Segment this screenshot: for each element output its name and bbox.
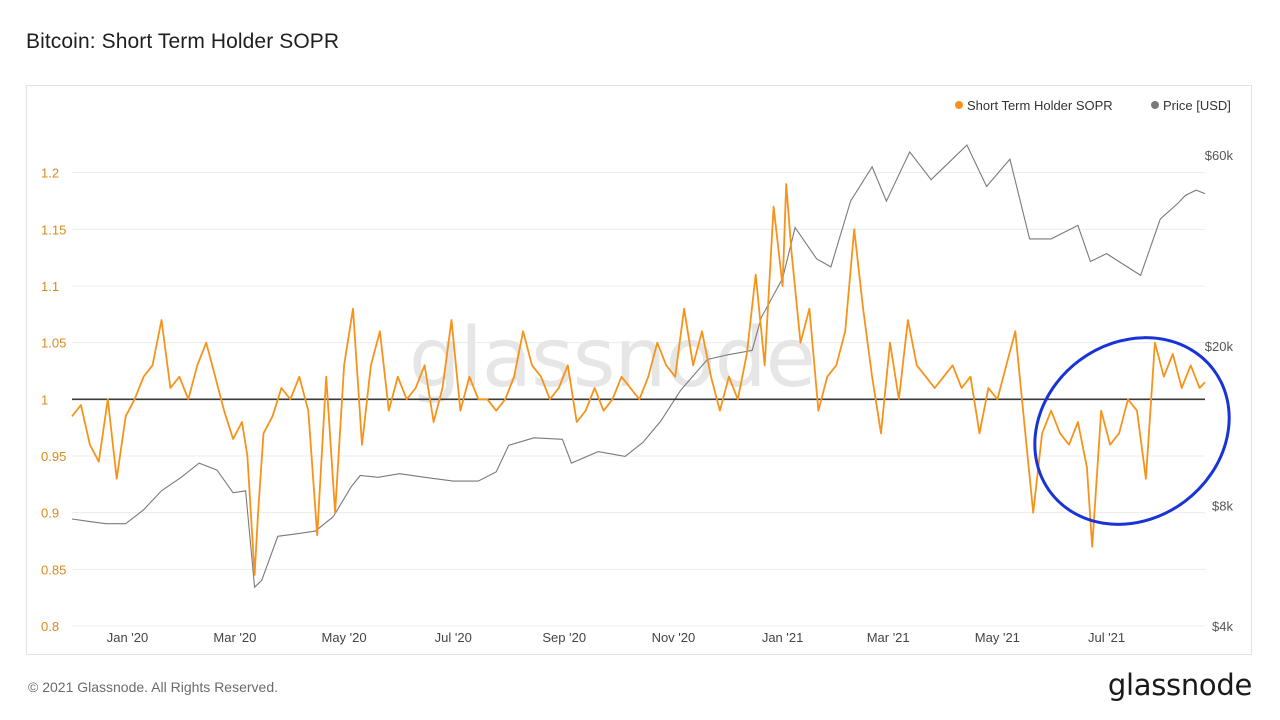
x-tick-label: Nov '20 <box>652 630 696 645</box>
y-right-tick-label: $20k <box>1205 339 1234 354</box>
y-left-tick-label: 0.95 <box>41 449 66 464</box>
y-left-tick-label: 1 <box>41 392 48 407</box>
y-left-tick-label: 1.1 <box>41 279 59 294</box>
y-right-tick-label: $4k <box>1212 619 1233 634</box>
y-left-tick-label: 1.15 <box>41 222 66 237</box>
sopr-series <box>71 183 1206 576</box>
price-line <box>71 144 1206 589</box>
x-tick-label: Mar '21 <box>867 630 910 645</box>
y-right-tick-label: $60k <box>1205 148 1234 163</box>
highlight <box>1033 336 1231 526</box>
price-series <box>71 144 1206 589</box>
x-tick-label: Jan '21 <box>762 630 804 645</box>
y-left-axis: 0.8 0.85 0.9 0.95 1 1.05 1.1 1.15 1.2 <box>41 166 66 634</box>
legend-sopr-label: Short Term Holder SOPR <box>967 98 1113 113</box>
y-right-axis: $4k $8k $20k $60k <box>1205 148 1234 634</box>
y-right-tick-label: $8k <box>1212 498 1233 513</box>
chart-canvas: glassnode 0.80.850.90.9511.051.11.151.2 … <box>41 98 1234 645</box>
chart-title: Bitcoin: Short Term Holder SOPR <box>26 30 340 53</box>
legend-price-label: Price [USD] <box>1163 98 1231 113</box>
legend-sopr-marker <box>955 101 963 109</box>
y-left-tick-label: 0.8 <box>41 619 59 634</box>
x-tick-label: Jan '20 <box>107 630 149 645</box>
x-tick-label: Jul '21 <box>1088 630 1125 645</box>
brand-logo: glassnode <box>1107 668 1252 702</box>
legend-price-marker <box>1151 101 1159 109</box>
legend: Short Term Holder SOPR Price [USD] <box>955 98 1231 113</box>
x-tick-label: Jul '20 <box>435 630 472 645</box>
x-tick-label: Mar '20 <box>213 630 256 645</box>
y-left-tick-label: 1.2 <box>41 166 59 181</box>
chart-frame: glassnode 0.8 0.85 0.9 0.95 1 1.05 1.1 1.15 1.2 … <box>26 85 1252 655</box>
x-tick-label: May '21 <box>975 630 1020 645</box>
watermark: glassnode <box>409 311 815 406</box>
sopr-line <box>71 183 1206 576</box>
y-left-tick-label: 1.05 <box>41 336 66 351</box>
y-left-tick-label: 0.85 <box>41 562 66 577</box>
x-tick-label: May '20 <box>322 630 367 645</box>
copyright-text: © 2021 Glassnode. All Rights Reserved. <box>28 679 279 695</box>
x-axis: Jan '20 Mar '20 May '20 Jul '20 Sep '20 Nov '… <box>107 630 1125 645</box>
highlight-ellipse <box>1033 336 1231 526</box>
y-left-tick-label: 0.9 <box>41 506 59 521</box>
x-tick-label: Sep '20 <box>542 630 586 645</box>
